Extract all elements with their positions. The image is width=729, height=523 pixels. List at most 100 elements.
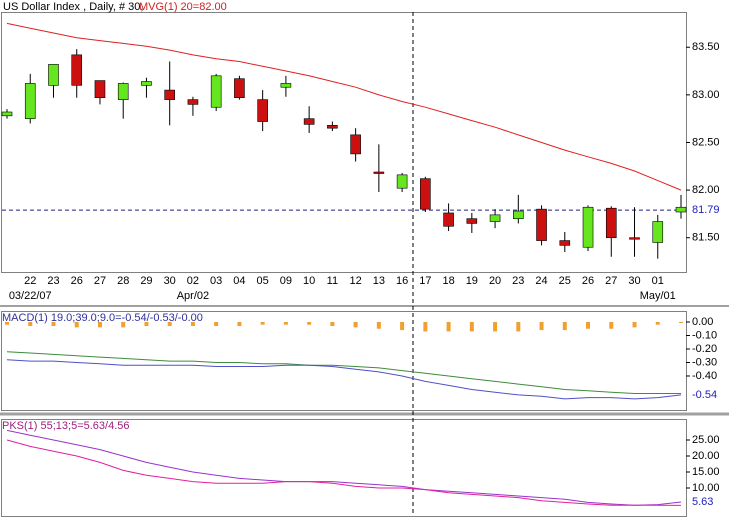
histogram-bar — [446, 321, 451, 332]
histogram-bar — [679, 321, 683, 323]
cursor-label: 81.79 — [692, 204, 720, 216]
x-tick-label: 27 — [605, 275, 617, 287]
candle-body — [605, 207, 617, 239]
pks-title: PKS(1) 55;13;5=5.63/4.56 — [2, 420, 130, 432]
candle-body — [164, 89, 175, 100]
histogram-bar — [586, 321, 591, 329]
candle-body — [327, 125, 338, 129]
candle-body — [536, 208, 547, 241]
x-tick-label: 26 — [582, 275, 594, 287]
histogram-bar — [190, 321, 195, 327]
cursor-label-bg — [688, 388, 728, 401]
cursor-label-bg — [688, 204, 728, 217]
x-tick-label: 23 — [47, 275, 59, 287]
histogram-bar — [609, 321, 614, 329]
histogram-bar — [97, 321, 102, 328]
candle-body — [1, 111, 13, 117]
histogram-bar — [214, 321, 219, 327]
date-label: Apr/02 — [177, 290, 209, 302]
candle-body — [303, 118, 315, 125]
y-tick-label: 82.50 — [692, 136, 720, 148]
histogram-bar — [516, 321, 521, 332]
candle-body — [187, 99, 199, 105]
candle-body — [559, 240, 571, 246]
y-tick-label: -0.10 — [692, 329, 717, 341]
candle-body — [420, 178, 431, 210]
legend-entry: MVG(1) 20=82.00 — [139, 1, 227, 13]
candle-body — [280, 83, 292, 88]
candle-body — [489, 214, 501, 222]
histogram-bar — [121, 321, 126, 328]
y-tick-label: 15.00 — [692, 466, 720, 478]
x-tick-label: 20 — [489, 275, 501, 287]
pks-pane — [1, 419, 687, 517]
x-tick-label: 13 — [373, 275, 385, 287]
macd-pane — [1, 311, 687, 411]
macd-title: MACD(1) 19.0;39.0;9.0=-0.54/-0.53/-0.00 — [2, 312, 203, 324]
candle-body — [71, 54, 83, 86]
histogram-bar — [469, 321, 474, 332]
candle-body — [582, 206, 594, 248]
chart-title: US Dollar Index , Daily, # 30, — [3, 1, 143, 13]
histogram-bar — [562, 321, 567, 331]
histogram-bar — [237, 321, 242, 327]
indicator-line — [6, 22, 682, 191]
candle-body — [210, 75, 222, 108]
x-tick-label: 29 — [140, 275, 152, 287]
candle-body — [373, 171, 385, 174]
y-tick-label: 0.00 — [692, 316, 713, 328]
date-label: May/01 — [640, 290, 676, 302]
cursor-label: 5.63 — [692, 496, 713, 508]
candle-body — [350, 134, 361, 155]
candle-body — [234, 78, 245, 99]
candle-body — [396, 174, 408, 189]
x-tick-label: 27 — [94, 275, 106, 287]
histogram-bar — [74, 321, 79, 328]
candle-body — [675, 206, 687, 213]
x-tick-label: 11 — [327, 275, 338, 287]
x-tick-label: 19 — [466, 275, 478, 287]
candle-body — [513, 210, 524, 219]
histogram-bar — [539, 321, 544, 331]
histogram-bar — [167, 321, 172, 327]
x-tick-label: 12 — [349, 275, 361, 287]
histogram-bar — [5, 321, 9, 325]
x-tick-label: 16 — [396, 275, 408, 287]
candle-body — [257, 99, 268, 122]
candle-body — [48, 64, 59, 86]
x-tick-label: 03 — [210, 275, 222, 287]
x-tick-label: 30 — [164, 275, 176, 287]
x-tick-label: 28 — [117, 275, 129, 287]
histogram-bar — [283, 321, 288, 325]
cursor-label-bg — [688, 495, 728, 508]
candle-body — [629, 237, 640, 240]
indicator-line — [6, 359, 682, 400]
histogram-bar — [28, 321, 33, 327]
x-tick-label: 18 — [442, 275, 454, 287]
x-tick-label: 17 — [419, 275, 431, 287]
y-tick-label: 81.50 — [692, 232, 720, 244]
y-tick-label: 25.00 — [692, 434, 720, 446]
x-tick-label: 10 — [303, 275, 315, 287]
x-tick-label: 26 — [71, 275, 83, 287]
histogram-bar — [260, 321, 265, 325]
histogram-bar — [330, 321, 335, 327]
y-tick-label: -0.30 — [692, 356, 717, 368]
x-tick-label: 04 — [233, 275, 245, 287]
x-tick-label: 05 — [257, 275, 269, 287]
histogram-bar — [400, 321, 405, 331]
histogram-bar — [632, 321, 637, 328]
histogram-bar — [144, 321, 149, 327]
y-tick-label: 83.00 — [692, 89, 720, 101]
date-label: 03/22/07 — [9, 290, 52, 302]
x-tick-label: 02 — [187, 275, 199, 287]
histogram-bar — [353, 321, 358, 328]
indicator-line — [6, 439, 682, 506]
candle-body — [24, 83, 36, 119]
cursor-label: -0.54 — [692, 389, 717, 401]
histogram-bar — [376, 321, 381, 329]
histogram-bar — [655, 321, 660, 325]
indicator-line — [6, 429, 682, 506]
